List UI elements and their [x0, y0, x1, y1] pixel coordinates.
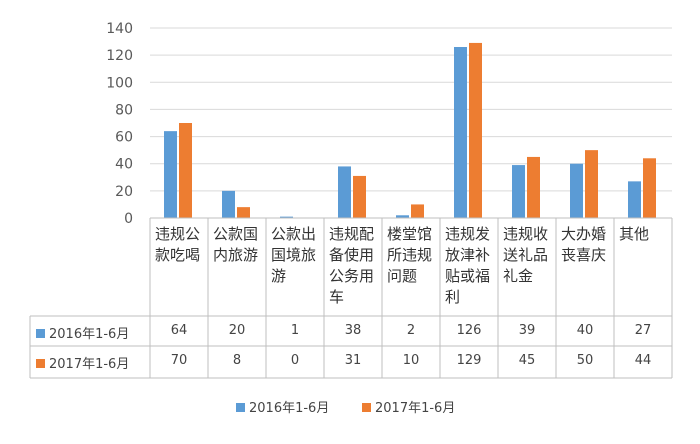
bar-series2	[527, 156, 540, 218]
x-category-label: 违规发放津补贴或福利	[445, 225, 491, 306]
table-cell: 8	[232, 353, 242, 368]
bar-series1	[338, 166, 351, 218]
y-tick-label: 80	[115, 102, 133, 118]
y-tick-label: 40	[115, 157, 133, 173]
bar-series1	[512, 165, 525, 218]
x-category-label: 违规配备使用公务用车	[329, 225, 375, 306]
table-cell: 64	[170, 323, 188, 338]
table-cell: 129	[456, 353, 482, 368]
table-cell: 45	[518, 353, 536, 368]
bar-series2	[179, 123, 192, 218]
x-category-label: 大办婚丧喜庆	[561, 225, 607, 264]
table-cell: 27	[634, 323, 652, 338]
table-cell: 0	[290, 353, 300, 368]
bar-series2	[643, 158, 656, 218]
bar-series2	[411, 204, 424, 218]
legend-swatch	[36, 329, 45, 338]
bar-series1	[570, 163, 583, 218]
bar-series2	[353, 175, 366, 218]
table-cell: 44	[634, 353, 652, 368]
bar-series2	[469, 42, 482, 218]
legend-swatch	[236, 403, 245, 412]
legend-item: 2016年1-6月	[236, 397, 329, 416]
bar-series2	[237, 207, 250, 218]
table-row-label: 2017年1-6月	[36, 353, 129, 372]
y-tick-label: 20	[115, 184, 133, 200]
table-cell: 40	[576, 323, 594, 338]
x-category-label: 其他	[619, 225, 650, 243]
bar-series1	[628, 181, 641, 218]
legend-label: 2016年1-6月	[249, 401, 330, 416]
bar-series2	[585, 150, 598, 218]
bar-series1	[454, 47, 467, 218]
table-cell: 70	[170, 353, 188, 368]
legend-item: 2017年1-6月	[362, 397, 455, 416]
y-tick-label: 60	[115, 130, 133, 146]
bar-series1	[280, 216, 293, 218]
table-cell: 2	[406, 323, 416, 338]
table-cell: 20	[228, 323, 246, 338]
bar-series1	[396, 215, 409, 218]
table-row-label: 2016年1-6月	[36, 323, 129, 342]
table-cell: 31	[344, 353, 362, 368]
x-category-label: 楼堂馆所违规问题	[387, 225, 433, 285]
y-tick-label: 0	[124, 211, 133, 227]
table-cell: 1	[290, 323, 300, 338]
x-category-label: 公款国内旅游	[213, 225, 259, 264]
table-row-label-text: 2017年1-6月	[49, 357, 130, 372]
x-category-label: 违规收送礼品礼金	[503, 225, 549, 285]
bar-series1	[222, 190, 235, 218]
y-tick-label: 140	[106, 21, 133, 37]
legend-swatch	[36, 359, 45, 368]
bar-series1	[164, 131, 177, 218]
x-category-label: 违规公款吃喝	[155, 225, 201, 264]
legend-label: 2017年1-6月	[375, 401, 456, 416]
y-tick-label: 100	[106, 75, 133, 91]
table-row-label-text: 2016年1-6月	[49, 327, 130, 342]
table-cell: 50	[576, 353, 594, 368]
x-category-label: 公款出国境旅游	[271, 225, 317, 285]
table-cell: 39	[518, 323, 536, 338]
y-tick-label: 120	[106, 48, 133, 64]
table-cell: 126	[456, 323, 482, 338]
table-cell: 38	[344, 323, 362, 338]
table-cell: 10	[402, 353, 420, 368]
legend-swatch	[362, 403, 371, 412]
